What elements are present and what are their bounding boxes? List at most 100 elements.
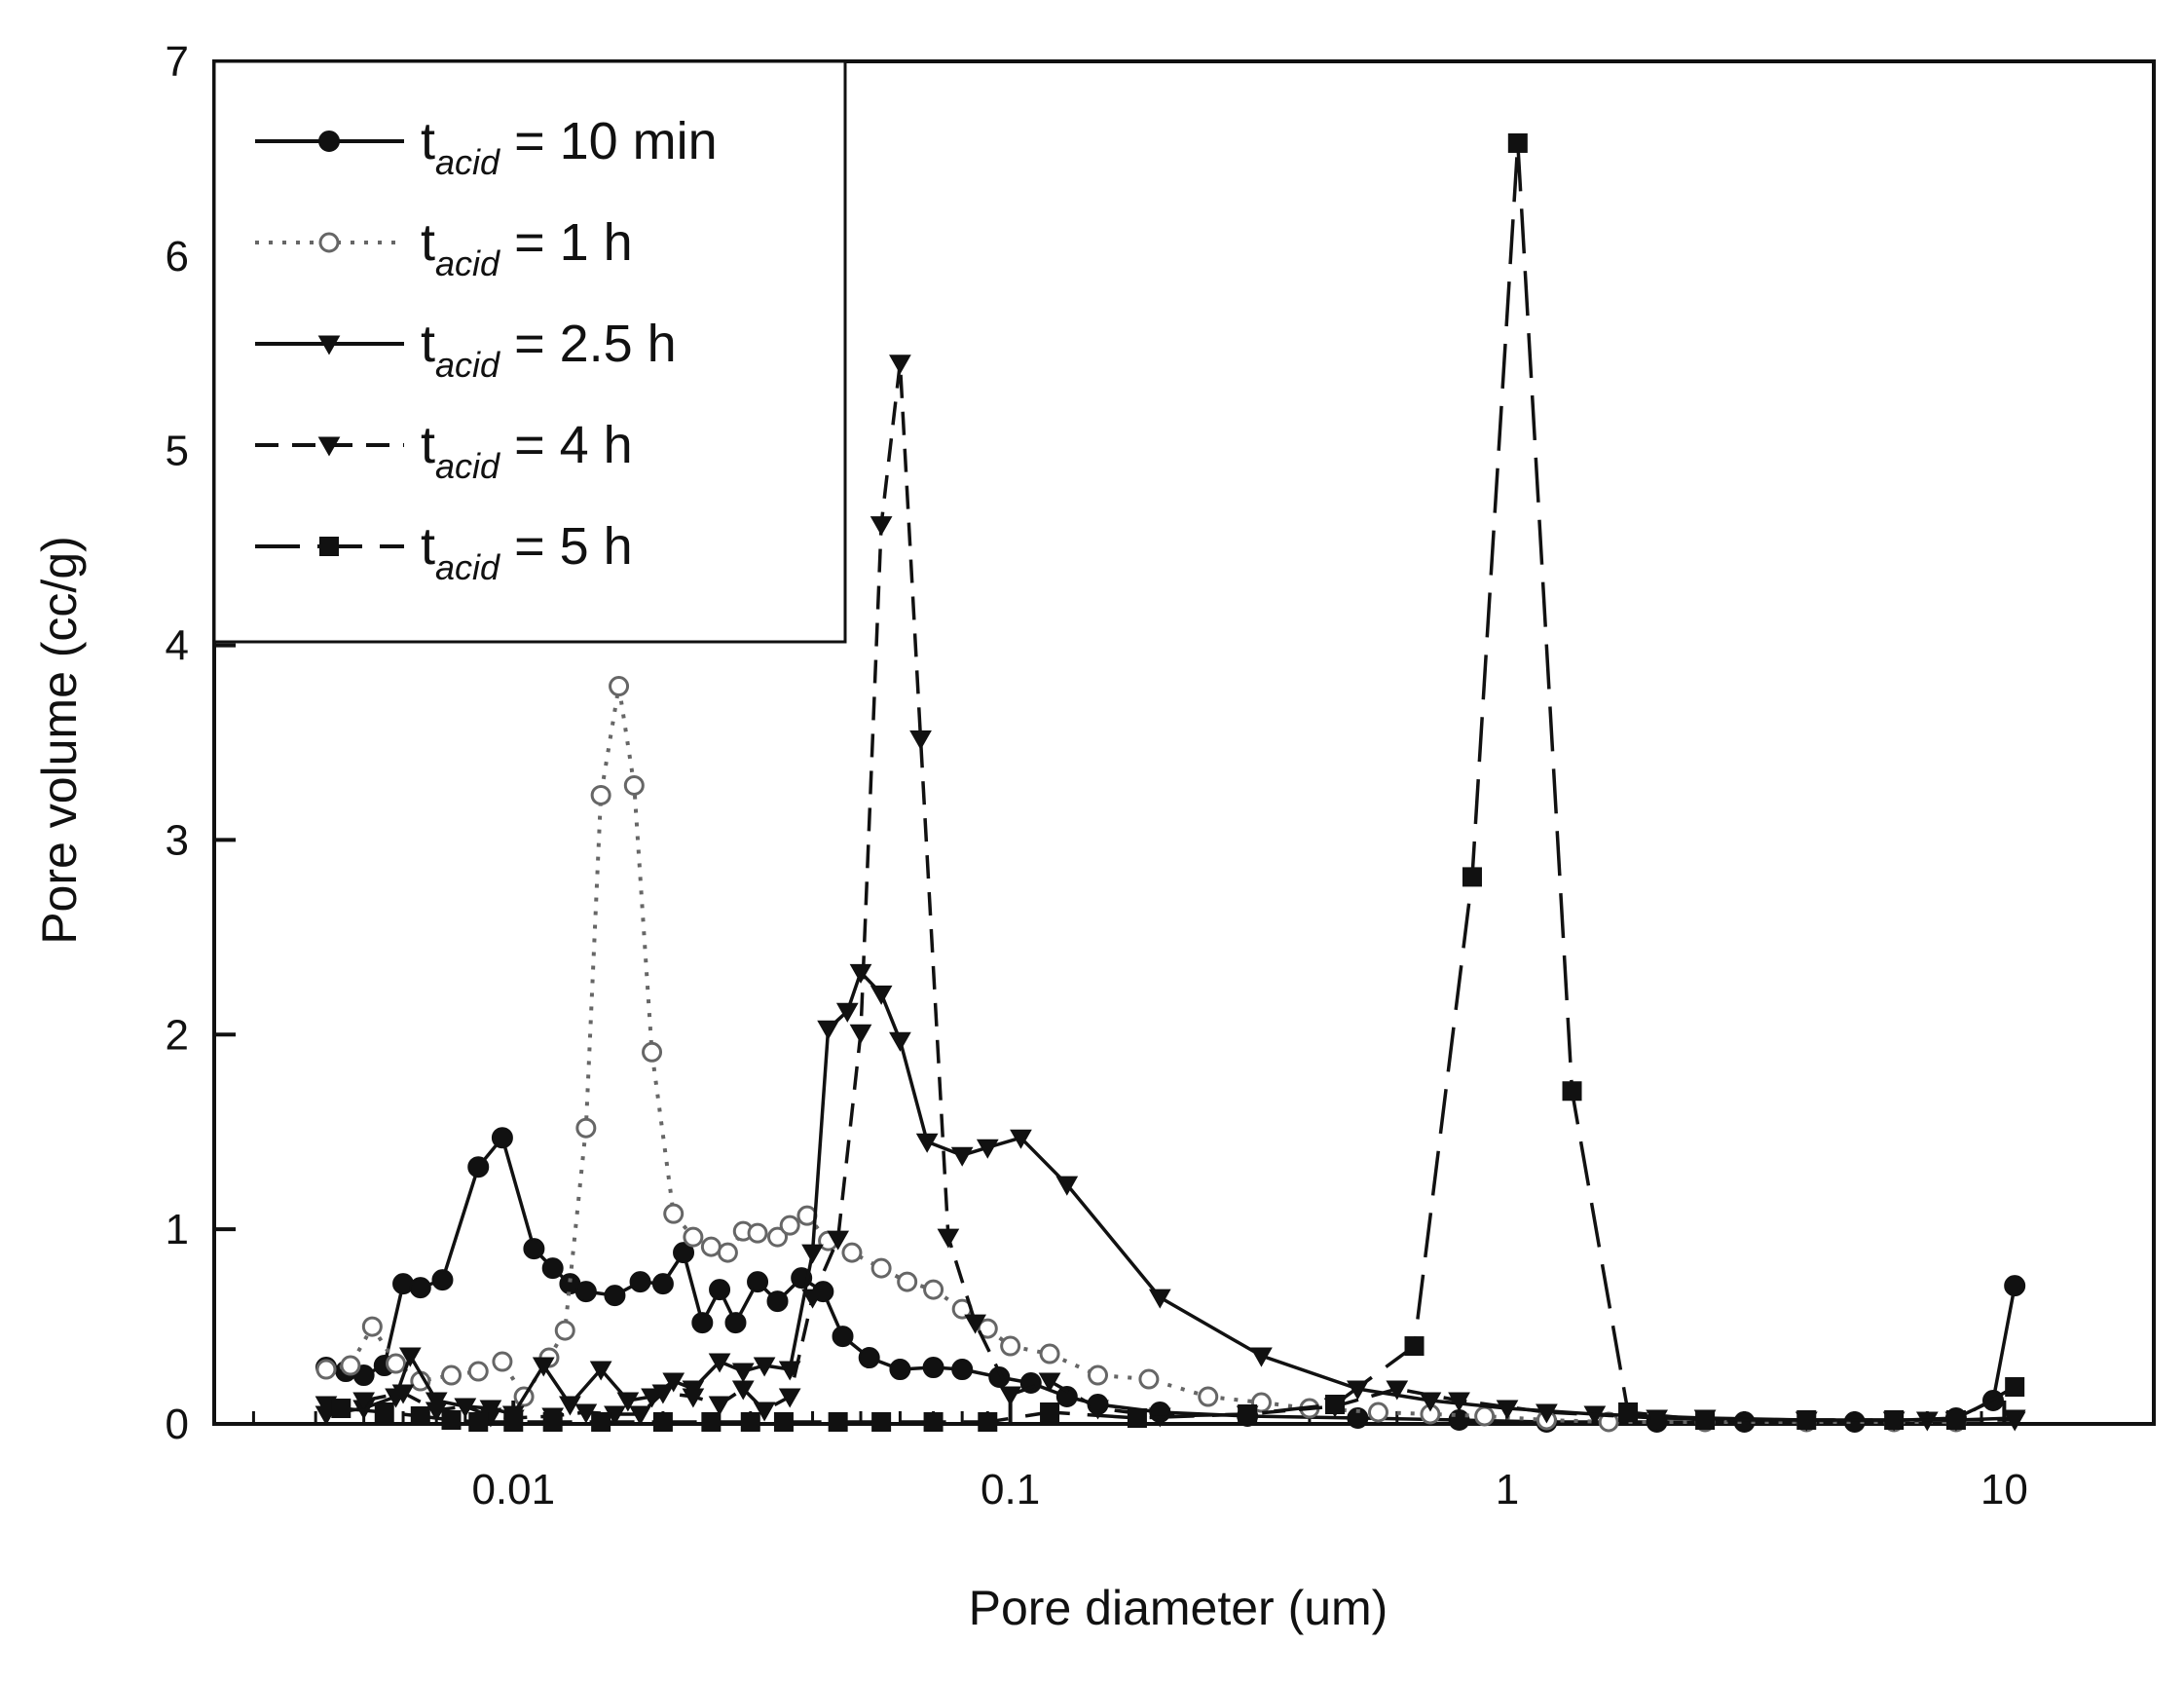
y-tick-label: 4 — [166, 622, 189, 670]
data-point — [467, 1156, 490, 1178]
data-point — [340, 1355, 361, 1376]
data-point — [590, 784, 611, 805]
data-point — [1884, 1410, 1905, 1431]
series-4 — [331, 132, 2025, 1433]
data-point — [642, 1041, 663, 1063]
data-point — [870, 516, 893, 537]
data-point — [937, 1228, 960, 1249]
data-point — [832, 1326, 854, 1348]
data-point — [773, 1412, 794, 1433]
data-point — [978, 1412, 998, 1433]
data-point — [1733, 1411, 1756, 1434]
data-point — [682, 1388, 705, 1408]
data-point — [683, 1226, 704, 1248]
y-tick-label: 6 — [166, 233, 189, 280]
y-tick-label: 2 — [166, 1011, 189, 1059]
data-point — [441, 1364, 463, 1386]
data-point — [392, 1273, 415, 1295]
data-point — [652, 1412, 673, 1433]
legend-entry: tacid = 1 h — [255, 213, 633, 283]
axes-group: 0 1 2 3 4 5 6 7 0.01 0.1 1 10 — [166, 38, 2156, 1514]
data-point — [897, 1271, 918, 1292]
data-point — [964, 1314, 986, 1334]
data-point — [709, 1279, 731, 1301]
data-point — [441, 1410, 462, 1431]
data-point — [1448, 1392, 1470, 1412]
y-tick-label: 3 — [166, 816, 189, 864]
data-point — [1010, 1129, 1032, 1149]
legend-entry: tacid = 2.5 h — [255, 315, 677, 385]
data-point — [731, 1363, 755, 1383]
data-point — [2003, 1411, 2026, 1432]
legend-entry: tacid = 4 h — [255, 416, 633, 486]
data-point — [391, 1384, 415, 1404]
series-line — [325, 970, 2016, 1422]
data-point — [315, 1396, 338, 1416]
data-point — [1039, 1343, 1060, 1364]
x-tick-label: 10 — [1980, 1466, 2028, 1514]
data-point — [1325, 1395, 1346, 1415]
legend-label: tacid = 4 h — [421, 416, 633, 486]
legend-label: tacid = 2.5 h — [421, 315, 677, 385]
series-line — [325, 684, 1956, 1424]
x-tick-label: 0.1 — [981, 1466, 1040, 1514]
data-point — [753, 1402, 776, 1422]
data-point — [318, 131, 340, 152]
data-point — [1238, 1404, 1258, 1425]
data-point — [662, 1372, 685, 1393]
data-point — [1127, 1408, 1147, 1429]
data-point — [467, 1361, 489, 1382]
data-point — [817, 1020, 839, 1040]
data-point — [317, 436, 341, 457]
data-point — [870, 1257, 892, 1279]
data-point — [575, 1117, 597, 1139]
legend-label: tacid = 5 h — [421, 517, 633, 587]
data-point — [331, 1399, 352, 1419]
data-point — [717, 1242, 738, 1263]
data-point — [541, 1257, 564, 1280]
data-point — [616, 1392, 640, 1412]
y-tick-label: 0 — [166, 1401, 189, 1448]
data-point — [604, 1285, 626, 1307]
data-point — [950, 1146, 974, 1167]
data-point — [701, 1412, 722, 1433]
data-point — [651, 1384, 675, 1404]
data-point — [468, 1412, 489, 1433]
series-2 — [315, 963, 2026, 1432]
data-point — [409, 1277, 431, 1299]
data-point — [374, 1402, 394, 1423]
data-point — [574, 1403, 598, 1424]
data-point — [491, 1127, 513, 1149]
data-point — [889, 1359, 911, 1381]
data-point — [1562, 1081, 1582, 1102]
data-point — [747, 1271, 769, 1293]
data-point — [708, 1353, 731, 1373]
data-point — [977, 1318, 998, 1339]
data-point — [1843, 1411, 1866, 1434]
data-point — [410, 1406, 430, 1427]
data-point — [767, 1226, 789, 1248]
data-point — [801, 1244, 824, 1264]
data-point — [801, 1289, 824, 1309]
data-point — [1055, 1386, 1078, 1408]
data-point — [923, 1412, 944, 1433]
data-point — [923, 1279, 944, 1300]
data-point — [841, 1242, 863, 1263]
data-point — [1474, 1405, 1496, 1427]
data-point — [1000, 1335, 1021, 1357]
data-point — [574, 1281, 597, 1303]
y-tick-label: 5 — [166, 428, 189, 475]
data-point — [889, 355, 911, 375]
data-point — [1386, 1380, 1409, 1401]
data-point — [889, 1031, 911, 1052]
data-point — [1038, 1372, 1061, 1393]
data-point — [779, 1215, 800, 1236]
data-point — [1462, 867, 1482, 887]
data-point — [398, 1347, 422, 1367]
data-point — [1796, 1410, 1817, 1431]
data-point — [542, 1412, 563, 1433]
data-point — [1138, 1368, 1160, 1390]
data-point — [691, 1312, 714, 1334]
data-point — [1088, 1364, 1109, 1386]
